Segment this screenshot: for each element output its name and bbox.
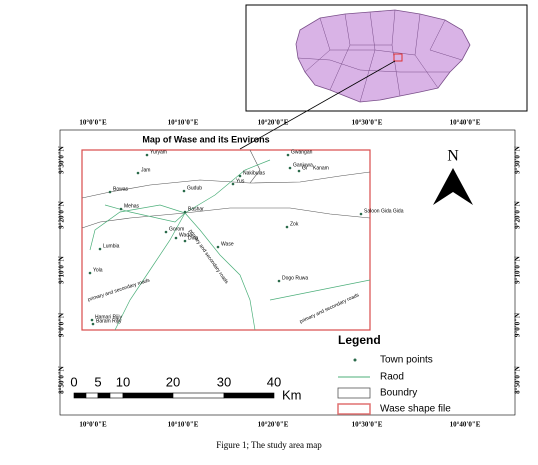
legend-label: Wase shape file [380,404,451,415]
legend-symbol [353,358,357,362]
caption: Figure 1; The study area map [216,440,322,450]
roads [89,159,371,331]
town-label: Bashar [188,206,204,212]
town-label: Nakibulas [243,170,265,176]
north-label: 9°30'0"N [514,146,522,174]
scale-label: 5 [94,374,101,389]
town-label: Zok [290,221,299,227]
east-label: 10°40'0"E [450,119,481,127]
north-label: 9°20'0"N [58,201,66,229]
east-label: 10°10'0"E [168,421,199,429]
town-point [164,230,168,234]
town-point [90,318,94,322]
town-label: Yuryam [150,149,167,155]
town-label: Gr [302,165,308,171]
north-label: 9°10'0"N [514,256,522,284]
town-point [182,189,186,193]
scale-label: 20 [166,374,180,389]
town-point [231,182,235,186]
town-label: Hamari Rijiy [95,314,122,320]
north-label: N [447,148,459,165]
east-label: 10°0'0"E [79,421,107,429]
east-label: 10°30'0"E [352,119,383,127]
town-point [216,245,220,249]
north-arrow [453,168,473,205]
town-point [145,153,149,157]
town-point [285,225,289,229]
wase-shape-file [81,149,371,331]
legend-title: Legend [338,333,381,347]
town-label: Kanam [313,165,329,171]
town-label: Gwangan [291,149,313,155]
town-point [359,212,363,216]
scale-label: 0 [70,374,77,389]
town-label: Yus [236,178,245,184]
town-point [286,153,290,157]
town-label: Wada [179,232,192,238]
east-label: 10°30'0"E [352,421,383,429]
road-label: primary and secondary roads [187,228,229,285]
north-arrow [433,168,453,205]
town-label: Lumbia [103,243,120,249]
scale-label: 30 [217,374,231,389]
north-label: 9°10'0"N [58,256,66,284]
scale-label: 10 [116,374,130,389]
east-label: 10°40'0"E [450,421,481,429]
town-point [91,322,95,326]
legend-symbol [337,387,371,399]
road-label: primary and secondary roads [299,292,361,325]
legend-label: Boundry [380,388,417,399]
town-label: Yola [93,267,103,273]
town-label: Dina [188,235,199,241]
town-point [119,207,123,211]
boundaries [81,149,371,229]
town-label: Jam [141,167,150,173]
town-label: Baram Rijiy [96,318,122,324]
state-boundaries [297,9,463,103]
north-label: 9°30'0"N [58,146,66,174]
study-area-marker [393,53,403,62]
town-label: Mehas [124,203,140,209]
town-label: Ganjuwa [293,162,313,168]
town-point [238,174,242,178]
road-label: primary and secondary roads [87,277,151,303]
connector-line [239,60,396,150]
north-label: 8°50'0"N [514,366,522,394]
town-point [108,190,112,194]
north-label: 9°0'0"N [514,313,522,337]
east-label: 10°20'0"E [258,119,289,127]
scale-label: 40 [267,374,281,389]
town-label: Dogo Ruwa [282,275,308,281]
town-label: Saloon Gida Gida [364,208,404,214]
graticule-frame [59,129,516,416]
scale-bar [73,392,275,399]
town-label: Wase [221,241,234,247]
town-label: Gudub [187,185,202,191]
town-point [98,247,102,251]
town-point [136,171,140,175]
town-point [174,236,178,240]
town-point [183,239,187,243]
town-point [288,166,292,170]
town-point [183,210,187,214]
east-label: 10°20'0"E [258,421,289,429]
east-label: 10°0'0"E [79,119,107,127]
town-label: Bowas [113,186,129,192]
legend-label: Raod [380,372,404,383]
town-point [297,169,301,173]
east-label: 10°10'0"E [168,119,199,127]
town-point [277,279,281,283]
legend-label: Town points [380,355,433,366]
north-label: 9°20'0"N [514,201,522,229]
town-point [88,271,92,275]
legend-symbol [337,403,371,415]
scale-unit: Km [282,387,302,402]
north-label: 9°0'0"N [58,313,66,337]
map-title: Map of Wase and its Environs [142,134,269,144]
north-label: 8°50'0"N [58,366,66,394]
town-label: Gorom [169,226,184,232]
